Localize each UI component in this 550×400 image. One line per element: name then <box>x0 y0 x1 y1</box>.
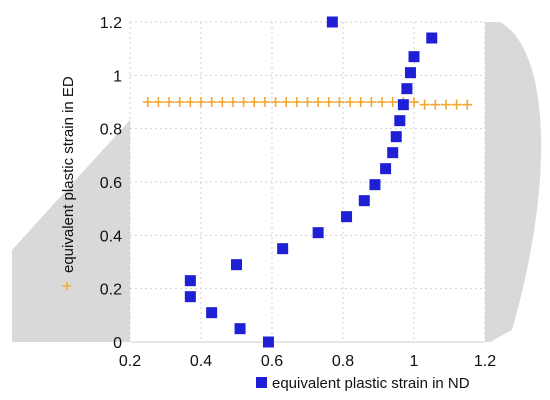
square-point <box>408 51 420 63</box>
plus-point <box>355 97 366 107</box>
plus-point <box>196 97 206 107</box>
y-tick-label: 0 <box>113 335 122 352</box>
plus-point <box>227 97 238 107</box>
y-tick-label: 0.2 <box>100 282 122 299</box>
square-point <box>184 275 196 287</box>
square-point <box>184 291 196 303</box>
plus-point <box>153 97 164 107</box>
plus-point <box>281 97 292 107</box>
x-axis-title: equivalent plastic strain in ND <box>272 375 470 392</box>
x-tick-label: 0.8 <box>332 353 354 370</box>
plus-point <box>302 97 313 107</box>
square-point <box>277 243 289 255</box>
square-point <box>262 336 274 348</box>
square-point <box>394 115 406 127</box>
plus-point <box>291 97 302 107</box>
plus-point <box>334 97 345 107</box>
x-legend-square-marker <box>256 377 267 388</box>
plus-point <box>185 97 196 107</box>
x-tick-label: 1.2 <box>474 353 496 370</box>
plus-point <box>323 97 334 107</box>
square-point <box>401 83 413 95</box>
square-point <box>387 147 399 159</box>
square-point <box>369 179 381 191</box>
plus-point <box>313 97 324 107</box>
plus-point <box>377 97 388 107</box>
plus-point <box>249 97 260 107</box>
square-point <box>404 67 416 79</box>
y-tick-label: 1.2 <box>100 15 122 32</box>
square-point <box>231 259 242 271</box>
plus-point <box>217 97 228 107</box>
plus-point <box>270 97 281 107</box>
y-legend-plus-marker: + <box>57 281 77 292</box>
y-axis-title-group: + equivalent plastic strain in ED <box>57 76 77 291</box>
square-point <box>234 323 246 335</box>
y-tick-labels: 0 0.2 0.4 0.6 0.8 1 1.2 <box>100 15 122 352</box>
square-point <box>426 32 438 44</box>
y-axis-title: equivalent plastic strain in ED <box>60 76 77 273</box>
plus-point <box>419 99 430 110</box>
plus-point <box>259 97 270 107</box>
plus-point <box>409 97 419 107</box>
plus-point <box>238 97 249 107</box>
square-point <box>397 99 409 111</box>
plus-point <box>164 97 175 107</box>
plus-point <box>451 99 462 110</box>
plus-point <box>206 97 217 107</box>
square-point <box>326 16 338 28</box>
y-tick-label: 0.6 <box>100 175 122 192</box>
plus-point <box>440 99 451 110</box>
y-tick-label: 0.8 <box>100 122 122 139</box>
square-point <box>380 163 392 175</box>
plus-point <box>387 97 398 107</box>
y-tick-label: 0.4 <box>100 228 122 245</box>
x-tick-label: 0.4 <box>190 353 212 370</box>
plus-point <box>174 97 185 107</box>
plus-point <box>462 99 473 110</box>
square-point <box>206 307 218 319</box>
plus-series <box>142 97 473 110</box>
plus-point <box>345 97 356 107</box>
square-series <box>184 16 438 348</box>
plus-point <box>366 97 377 107</box>
x-tick-labels: 0.2 0.4 0.6 0.8 1 1.2 <box>119 353 496 370</box>
y-tick-label: 1 <box>113 68 122 85</box>
square-point <box>390 131 402 143</box>
plus-point <box>142 97 153 107</box>
x-tick-label: 0.6 <box>261 353 283 370</box>
square-point <box>312 227 324 239</box>
square-point <box>358 195 370 207</box>
square-point <box>341 211 353 223</box>
plus-point <box>430 99 441 110</box>
x-tick-label: 1 <box>410 353 419 370</box>
x-tick-label: 0.2 <box>119 353 141 370</box>
